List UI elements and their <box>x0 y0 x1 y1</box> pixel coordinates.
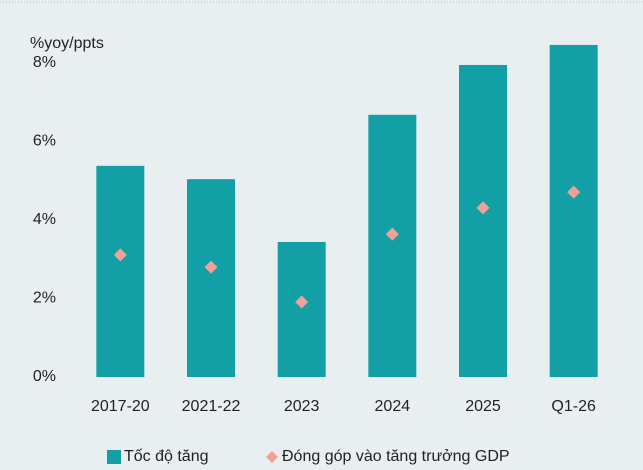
x-tick-label: 2017-20 <box>91 398 150 415</box>
diamond-marker <box>295 295 309 309</box>
diamond-marker <box>385 227 399 241</box>
legend-swatch <box>107 450 121 464</box>
bar <box>187 179 235 377</box>
x-tick-label: 2023 <box>284 398 320 415</box>
diamond-marker <box>113 248 127 262</box>
y-tick-label: 0% <box>33 368 56 385</box>
diamond-marker <box>567 185 581 199</box>
y-tick-label: 2% <box>33 290 56 307</box>
bar <box>368 114 417 377</box>
x-tick-label: Q1-26 <box>551 398 596 415</box>
x-tick-label: 2025 <box>465 398 501 415</box>
x-tick-label: 2021-22 <box>182 398 241 415</box>
bar <box>549 44 598 377</box>
legend-swatch <box>266 451 278 463</box>
y-tick-label: 8% <box>33 54 56 71</box>
y-tick-label: 4% <box>33 211 56 228</box>
diamond-marker <box>476 201 490 215</box>
legend-label: Tốc độ tăng <box>124 448 209 465</box>
bar <box>96 165 145 377</box>
axis-label: %yoy/ppts <box>30 35 104 52</box>
x-tick-label: 2024 <box>375 398 411 415</box>
legend-label: Đóng góp vào tăng trưởng GDP <box>282 448 510 465</box>
diamond-marker <box>204 260 218 274</box>
bar <box>277 241 326 377</box>
y-tick-label: 6% <box>33 133 56 150</box>
bar <box>459 64 507 378</box>
